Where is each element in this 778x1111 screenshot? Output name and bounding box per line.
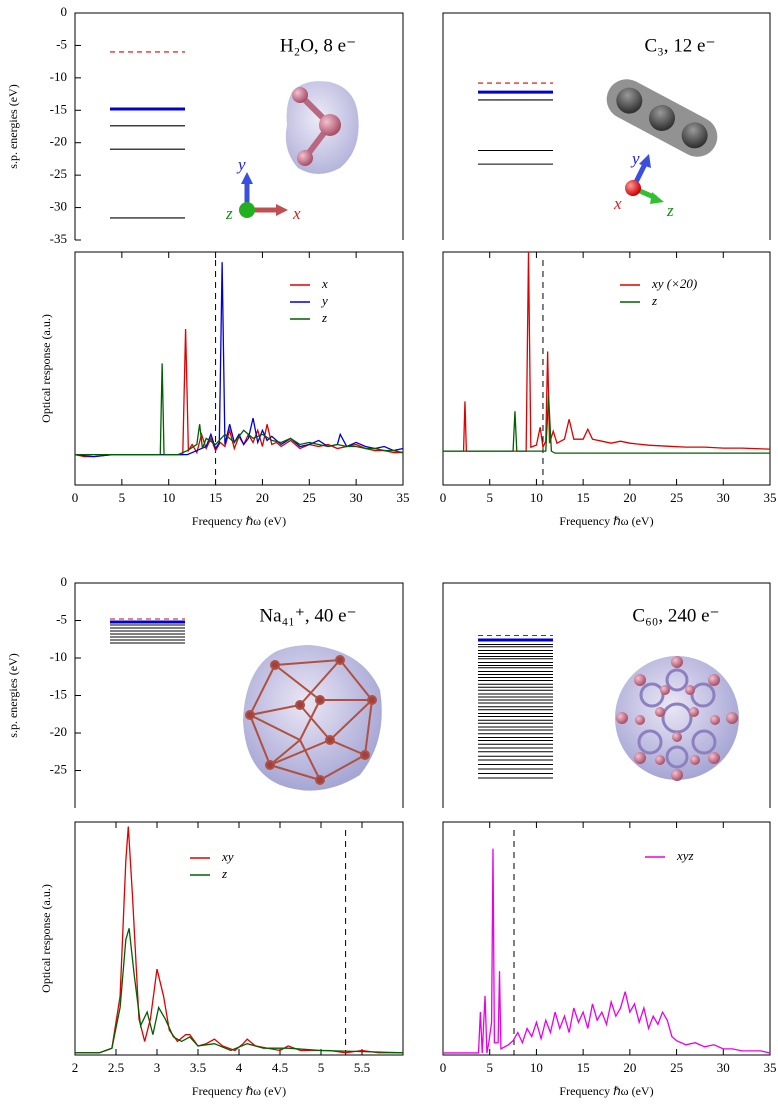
- x-tick-label: 10: [530, 490, 543, 505]
- panel-title: H₂O, 8 e⁻: [280, 35, 356, 56]
- y-tick-label: -15: [50, 101, 67, 116]
- na41-cluster: [243, 645, 382, 791]
- frame: [74, 251, 404, 486]
- frame: [74, 12, 404, 240]
- y-axis-label: s.p. energies (eV): [6, 653, 20, 737]
- x-tick-label: 20: [256, 490, 269, 505]
- y-tick-label: 0: [61, 4, 68, 19]
- frame: [442, 12, 771, 240]
- x-axis-label: Frequency ℏω (eV): [559, 514, 653, 528]
- x-tick-label: 30: [350, 490, 363, 505]
- legend-label: z: [321, 310, 327, 325]
- x-tick-label: 10: [530, 1060, 543, 1075]
- c3-molecule: [606, 79, 718, 157]
- x-tick-label: 0: [440, 490, 447, 505]
- orientation-label: y: [630, 149, 640, 168]
- h2o-molecule: [285, 81, 359, 174]
- spectrum-line: [443, 395, 770, 454]
- spectrum-line: [75, 363, 404, 456]
- panel-title: C₆₀, 240 e⁻: [632, 605, 719, 626]
- y-axis-label: Optical response (a.u.): [39, 884, 53, 993]
- x-axis-label: Frequency ℏω (eV): [192, 514, 286, 528]
- spectrum-line: [443, 848, 771, 1054]
- x-tick-label: 30: [717, 490, 730, 505]
- y-tick-label: -15: [50, 686, 67, 701]
- orientation-label: y: [236, 155, 246, 174]
- y-tick-label: -25: [50, 761, 67, 776]
- y-tick-label: -20: [50, 724, 67, 739]
- x-tick-label: 5: [318, 1060, 325, 1075]
- h2o-triad: y z x: [225, 155, 301, 223]
- x-tick-label: 2: [72, 1060, 79, 1075]
- x-tick-label: 4.5: [272, 1060, 288, 1075]
- x-tick-label: 5: [486, 490, 493, 505]
- x-tick-label: 0: [440, 1060, 447, 1075]
- legend-label: y: [320, 293, 328, 308]
- frame: [442, 251, 771, 486]
- c3-triad: y x z: [613, 149, 674, 220]
- x-tick-label: 3: [154, 1060, 161, 1075]
- x-axis-label: Frequency ℏω (eV): [559, 1084, 653, 1098]
- y-tick-label: -20: [50, 134, 67, 149]
- spectrum-line: [74, 262, 404, 458]
- x-tick-label: 35: [397, 490, 410, 505]
- y-tick-label: -10: [50, 69, 67, 84]
- spectrum-line: [74, 328, 403, 458]
- x-tick-label: 10: [162, 490, 175, 505]
- x-tick-label: 20: [623, 490, 636, 505]
- y-tick-label: -35: [50, 231, 67, 246]
- x-tick-label: 5: [119, 490, 126, 505]
- y-tick-label: -10: [50, 649, 67, 664]
- legend-label: xy (×20): [651, 276, 697, 291]
- legend-label: x: [321, 276, 328, 291]
- x-tick-label: 4: [236, 1060, 243, 1075]
- legend-label: xy: [221, 849, 234, 864]
- frame: [442, 582, 771, 808]
- x-tick-label: 15: [209, 490, 222, 505]
- legend-label: xyz: [676, 848, 694, 863]
- x-tick-label: 35: [764, 1060, 777, 1075]
- y-axis-label: Optical response (a.u.): [39, 314, 53, 423]
- orientation-label: x: [292, 204, 301, 223]
- y-tick-label: 0: [61, 574, 68, 589]
- x-tick-label: 15: [577, 490, 590, 505]
- orientation-label: z: [666, 201, 674, 220]
- x-tick-label: 35: [764, 490, 777, 505]
- orientation-label: x: [613, 194, 622, 213]
- y-tick-label: -5: [56, 36, 67, 51]
- x-tick-label: 15: [577, 1060, 590, 1075]
- x-tick-label: 25: [670, 490, 683, 505]
- x-axis-label: Frequency ℏω (eV): [192, 1084, 286, 1098]
- x-tick-label: 25: [303, 490, 316, 505]
- frame: [442, 821, 771, 1056]
- orientation-label: z: [225, 204, 233, 223]
- legend-label: z: [221, 866, 227, 881]
- y-tick-label: -5: [56, 611, 67, 626]
- c60-molecule: [615, 656, 739, 781]
- spectrum-line: [75, 928, 404, 1054]
- panel-title: C₃, 12 e⁻: [644, 35, 715, 56]
- x-tick-label: 0: [72, 490, 79, 505]
- x-tick-label: 25: [670, 1060, 683, 1075]
- x-tick-label: 5: [486, 1060, 493, 1075]
- legend-label: z: [651, 293, 657, 308]
- spectrum-line: [75, 826, 403, 1054]
- y-tick-label: -25: [50, 166, 67, 181]
- x-tick-label: 3.5: [190, 1060, 206, 1075]
- spectrum-line: [443, 251, 771, 452]
- panel-title: Na₄₁⁺, 40 e⁻: [259, 605, 356, 626]
- x-tick-label: 5.5: [354, 1060, 370, 1075]
- x-tick-label: 20: [623, 1060, 636, 1075]
- frame: [74, 821, 404, 1056]
- x-tick-label: 30: [717, 1060, 730, 1075]
- y-axis-label: s.p. energies (eV): [6, 84, 20, 168]
- y-tick-label: -30: [50, 199, 67, 214]
- x-tick-label: 2.5: [108, 1060, 124, 1075]
